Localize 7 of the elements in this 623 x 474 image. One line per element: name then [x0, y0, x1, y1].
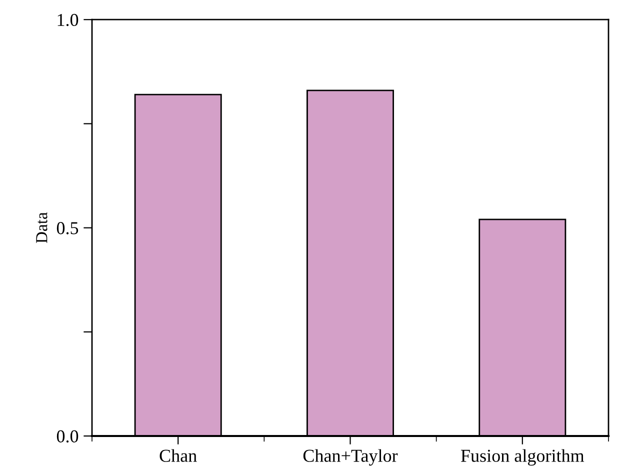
x-tick-label: Chan+Taylor: [303, 449, 398, 466]
y-axis-title: Data: [36, 212, 48, 244]
y-tick-label: 0.0: [56, 430, 78, 443]
x-tick-label: Chan: [160, 449, 197, 462]
x-tick-label: Fusion algorithm: [460, 449, 584, 466]
y-tick-label: 0.5: [56, 222, 78, 234]
y-tick-label: 1.0: [58, 14, 78, 26]
